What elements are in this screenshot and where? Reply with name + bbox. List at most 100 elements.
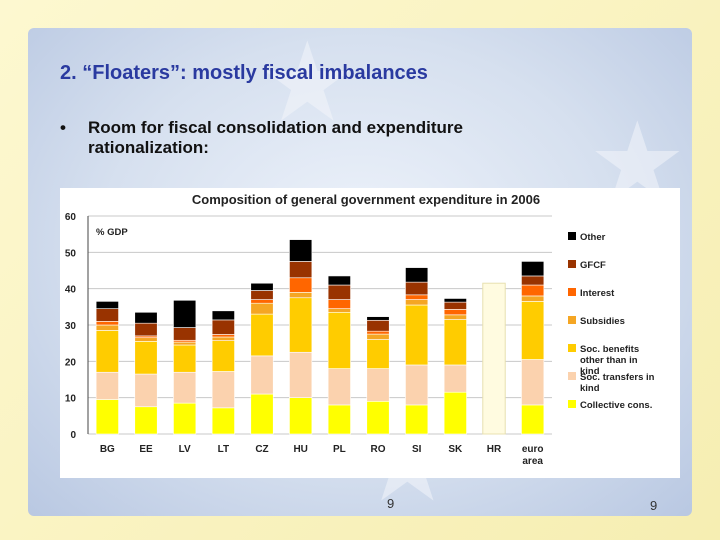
x-axis-labels: BG EE LV LT CZ HU PL RO SI SK HR euro area (100, 444, 544, 467)
bar-segment (250, 393, 274, 435)
y-tick-label: 0 (70, 430, 76, 441)
bar-segment (211, 371, 235, 409)
bar-segment (443, 301, 467, 310)
bar-total (482, 282, 506, 435)
bar-segment (443, 391, 467, 435)
bar-segment (95, 308, 119, 322)
bar-segment (289, 397, 313, 435)
bar-segment (250, 282, 274, 291)
y-tick-label: 60 (65, 212, 77, 223)
bar-segment (95, 321, 119, 326)
bar-segment (134, 341, 158, 375)
bar-segment (327, 299, 351, 309)
legend-swatch (568, 372, 576, 380)
legend-label: Subsidies (580, 316, 625, 327)
chart-title: Composition of general government expend… (192, 192, 540, 207)
bar-segment (327, 311, 351, 369)
bar-segment (289, 261, 313, 279)
x-tick-label: euro area (522, 444, 544, 467)
x-tick-label: BG (100, 444, 115, 455)
bar-segment (211, 310, 235, 321)
legend-swatch (568, 260, 576, 268)
y-tick-label: 30 (65, 321, 77, 332)
legend-swatch (568, 288, 576, 296)
bar-segment (443, 309, 467, 316)
bars (95, 239, 545, 435)
bar-segment (521, 301, 545, 360)
bar-segment (289, 277, 313, 293)
bar-segment (443, 319, 467, 366)
bar-segment (405, 404, 429, 435)
bar-segment (211, 407, 235, 435)
bullet-text: Room for fiscal consolidation and expend… (88, 118, 463, 157)
legend-label: Collective cons. (580, 400, 652, 411)
y-tick-label: 40 (65, 285, 77, 296)
slide-title: 2. “Floaters”: mostly fiscal imbalances (60, 62, 428, 84)
y-axis-label: % GDP (96, 227, 128, 238)
bar-segment (327, 275, 351, 286)
legend-label: Soc. benefits other than in kind (580, 344, 639, 377)
bar-segment (134, 337, 158, 342)
bar-segment (134, 311, 158, 324)
bar-segment (521, 275, 545, 286)
stacked-bar-chart: Composition of general government expend… (65, 192, 655, 467)
bar-segment (327, 308, 351, 313)
bar-segment (250, 355, 274, 395)
legend: Other GFCF Interest Subsidies Soc. benefits o… (568, 232, 655, 411)
bar-segment (173, 402, 197, 435)
bullet-marker: • (60, 118, 66, 137)
y-tick-label: 50 (65, 248, 77, 259)
bar-segment (366, 368, 390, 402)
bar-segment (95, 324, 119, 331)
bar-segment (95, 371, 119, 400)
bar-segment (173, 371, 197, 404)
bar-segment (405, 281, 429, 296)
bar-segment (405, 294, 429, 300)
bar-segment (250, 302, 274, 315)
expenditure-chart: Composition of general government expend… (60, 188, 680, 478)
legend-swatch (568, 344, 576, 352)
bar-segment (327, 284, 351, 300)
bar-segment (405, 299, 429, 306)
bar-segment (366, 316, 390, 321)
bar-segment (134, 373, 158, 408)
bar-segment (405, 364, 429, 406)
bar-segment (327, 368, 351, 406)
bar-segment (405, 304, 429, 366)
page-number-center: 9 (387, 496, 395, 511)
bar-segment (173, 344, 197, 373)
x-tick-label: CZ (255, 444, 268, 455)
bar-segment (327, 404, 351, 435)
legend-label: GFCF (580, 260, 606, 271)
bar-segment (366, 330, 390, 335)
bar-segment (250, 290, 274, 300)
legend-label: Other (580, 232, 606, 243)
y-axis: 0 10 20 30 40 50 60 (65, 212, 89, 441)
bar-segment (366, 333, 390, 340)
legend-swatch (568, 316, 576, 324)
bar-segment (211, 334, 235, 338)
y-tick-label: 20 (65, 357, 77, 368)
bar-segment (134, 322, 158, 337)
bar-segment (289, 292, 313, 299)
bar-segment (289, 297, 313, 353)
bar-segment (366, 319, 390, 332)
gridlines (88, 215, 552, 435)
x-tick-label: HR (487, 444, 502, 455)
bar-segment (289, 351, 313, 398)
background-star-icon: ★ (258, 21, 357, 144)
x-tick-label: SK (448, 444, 463, 455)
y-tick-label: 10 (65, 394, 77, 405)
bar-segment (173, 299, 197, 328)
bar-segment (95, 301, 119, 309)
bar-segment (289, 239, 313, 262)
legend-label: Interest (580, 288, 615, 299)
bar-segment (521, 359, 545, 406)
bar-segment (366, 401, 390, 435)
bar-segment (250, 299, 274, 304)
bar-segment (134, 406, 158, 435)
bar-segment (443, 314, 467, 320)
x-tick-label: LV (179, 444, 191, 455)
x-tick-label: PL (333, 444, 346, 455)
x-tick-label: EE (139, 444, 153, 455)
